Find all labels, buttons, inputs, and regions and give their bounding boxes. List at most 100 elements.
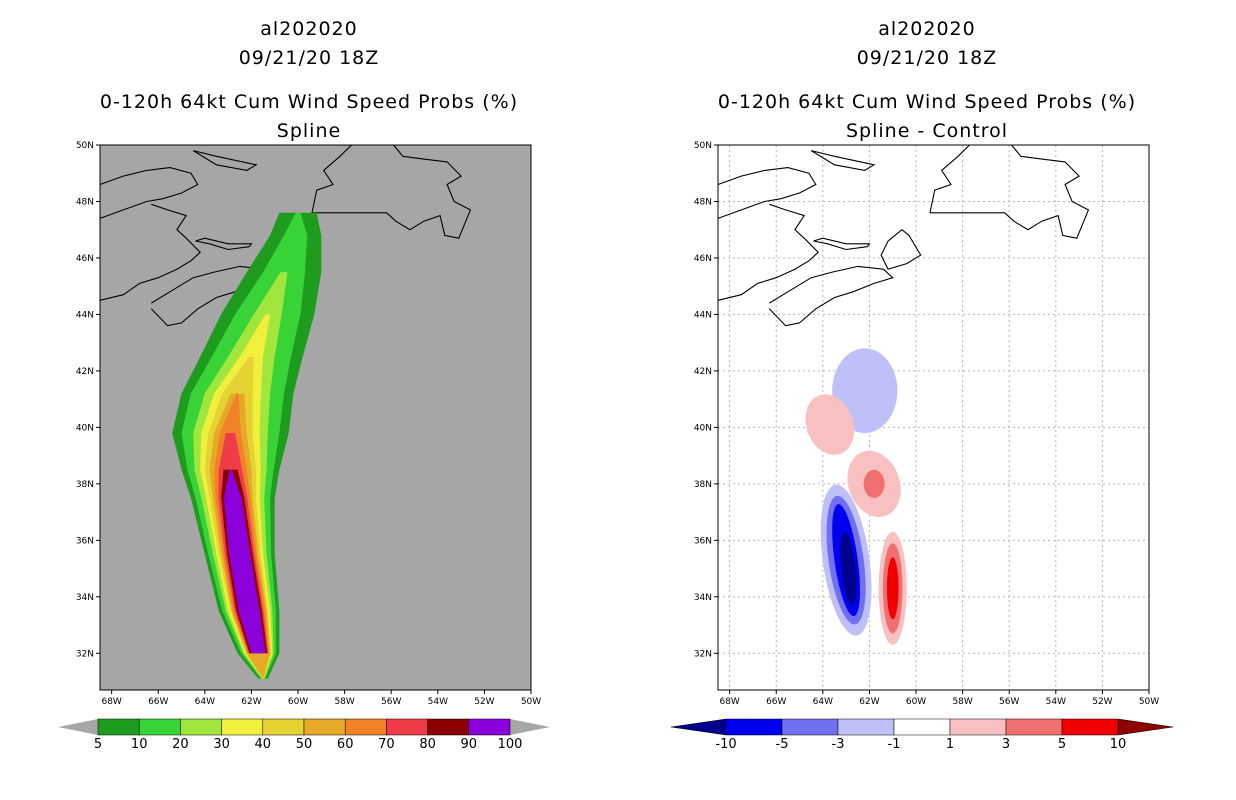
colorbar-label: 40 (255, 737, 272, 752)
probability-contour-90 (223, 469, 266, 654)
coastline-segment (768, 265, 894, 327)
anomaly-negative-core-max (840, 532, 857, 606)
right-difference-contours (805, 348, 907, 645)
x-tick-label: 54W (428, 697, 448, 707)
y-tick-label: 38N (694, 480, 712, 490)
colorbar-label: 100 (498, 737, 523, 752)
y-tick-label: 48N (694, 197, 712, 207)
colorbar-label: -1 (888, 737, 901, 752)
x-tick-label: 54W (1046, 697, 1066, 707)
colorbar-swatch (427, 718, 470, 736)
y-tick-label: 42N (694, 367, 712, 377)
x-tick-label: 50W (1139, 697, 1159, 707)
x-tick-label: 56W (999, 697, 1019, 707)
x-tick-label: 66W (766, 697, 786, 707)
x-tick-label: 52W (474, 697, 494, 707)
colorbar-left-arrow (58, 719, 98, 735)
y-tick-label: 38N (76, 480, 94, 490)
y-tick-label: 40N (694, 423, 712, 433)
x-tick-label: 62W (241, 697, 261, 707)
coastline-segment (880, 228, 922, 270)
x-tick-label: 64W (813, 697, 833, 707)
coastline-segment (717, 167, 817, 219)
colorbar-swatch (468, 718, 511, 736)
colorbar-label: 20 (172, 737, 189, 752)
left-storm-id: al202020 (260, 18, 358, 40)
x-tick-label: 52W (1092, 697, 1112, 707)
right-axis-ticks: 68W 66W 64W 62W 60W 58W 56W 54W 52W 50W 50N 48N 46N 4… (694, 141, 1159, 707)
y-tick-label: 46N (694, 254, 712, 264)
coastline-segment (813, 237, 871, 251)
right-storm-id: al202020 (878, 18, 976, 40)
left-axis-ticks: 68W 66W 64W 62W 60W 58W 56W 54W 52W 50W 50N 48N 46N 4… (76, 141, 541, 707)
x-tick-label: 58W (334, 697, 354, 707)
x-tick-label: 50W (521, 697, 541, 707)
x-tick-label: 60W (288, 697, 308, 707)
right-chart-title: 0-120h 64kt Cum Wind Speed Probs (%) (717, 91, 1137, 113)
y-tick-label: 34N (694, 593, 712, 603)
coastline-segment (929, 144, 970, 213)
x-tick-label: 58W (952, 697, 972, 707)
colorbar-swatch (344, 718, 387, 736)
coastline-segment (99, 167, 199, 219)
colorbar-right-arrow (510, 719, 550, 735)
y-tick-label: 36N (694, 536, 712, 546)
colorbar-label: 30 (213, 737, 230, 752)
colorbar-swatch (781, 718, 839, 736)
x-tick-label: 66W (148, 697, 168, 707)
colorbar-label: 90 (461, 737, 478, 752)
coastline-segment (930, 144, 1090, 239)
right-panel: al202020 09/21/20 18Z 0-120h 64kt Cum Wi… (618, 0, 1236, 800)
colorbar-swatch (837, 718, 895, 736)
x-tick-label: 56W (381, 697, 401, 707)
colorbar-swatch (138, 718, 181, 736)
right-coastline (717, 144, 1090, 327)
right-map: 68W 66W 64W 62W 60W 58W 56W 54W 52W 50W 50N 48N 46N 4… (694, 141, 1159, 707)
x-tick-label: 62W (859, 697, 879, 707)
colorbar-swatch (949, 718, 1007, 736)
colorbar-swatch (262, 718, 305, 736)
left-chart-title: 0-120h 64kt Cum Wind Speed Probs (%) (99, 91, 519, 113)
y-tick-label: 48N (76, 197, 94, 207)
y-tick-label: 42N (76, 367, 94, 377)
colorbar-swatch (303, 718, 346, 736)
colorbar-label: -10 (715, 737, 736, 752)
coastline-segment (717, 203, 819, 301)
colorbar-label: 60 (337, 737, 354, 752)
left-map: 68W 66W 64W 62W 60W 58W 56W 54W 52W 50W 50N 48N 46N 4… (76, 141, 541, 707)
right-datetime: 09/21/20 18Z (856, 47, 998, 69)
colorbar-label: 50 (296, 737, 313, 752)
colorbar-swatch (221, 718, 264, 736)
left-datetime: 09/21/20 18Z (238, 47, 380, 69)
coastline-segment (99, 203, 201, 301)
colorbar-swatch (386, 718, 428, 736)
anomaly-positive-north (805, 394, 855, 455)
coastline-segment (311, 144, 352, 213)
colorbar-label: 80 (419, 737, 436, 752)
coastline-segment (312, 144, 472, 239)
colorbar-left-arrow (670, 718, 727, 736)
colorbar-label: 10 (1110, 737, 1127, 752)
y-tick-label: 32N (76, 649, 94, 659)
x-tick-label: 68W (101, 697, 121, 707)
anomaly-positive-south-inner (886, 557, 899, 620)
y-tick-label: 36N (76, 536, 94, 546)
colorbar-swatch (180, 718, 222, 736)
x-tick-label: 68W (719, 697, 739, 707)
y-tick-label: 46N (76, 254, 94, 264)
colorbar-label: 5 (94, 737, 102, 752)
colorbar-swatch (97, 718, 140, 736)
coastline-segment (810, 150, 876, 171)
anomaly-positive-mid-inner (863, 469, 885, 498)
colorbar-right-arrow (1117, 718, 1174, 736)
y-tick-label: 32N (694, 649, 712, 659)
y-tick-label: 50N (76, 141, 94, 151)
right-chart-subtitle: Spline - Control (845, 120, 1009, 142)
left-colorbar: 5 10 20 30 40 50 60 70 80 90 100 (58, 718, 550, 752)
y-tick-label: 44N (76, 310, 94, 320)
right-gridlines (718, 144, 1150, 690)
colorbar-label: 70 (378, 737, 395, 752)
colorbar-swatch (1005, 718, 1063, 736)
colorbar-label: 3 (1002, 737, 1010, 752)
colorbar-label: 10 (131, 737, 148, 752)
